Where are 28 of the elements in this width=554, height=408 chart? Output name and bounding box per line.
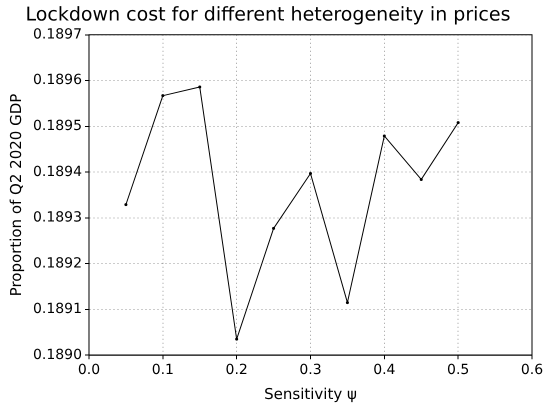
point (382, 134, 386, 138)
point (346, 301, 349, 304)
x-tick-label: 0.3 (299, 362, 322, 378)
x-tick-label: 0.0 (78, 362, 100, 378)
x-tick-label: 0.5 (447, 362, 470, 378)
y-tick-label: 0.1897 (32, 26, 82, 42)
y-tick-label: 0.1890 (32, 346, 82, 363)
point (124, 203, 128, 206)
point (272, 226, 276, 230)
y-tick-label: 0.1894 (32, 164, 82, 180)
x-tick-label: 0.4 (373, 362, 396, 378)
chart-title: Lockdown cost for different heterogeneity in prices (26, 3, 510, 26)
y-axis-title: Proportion of Q2 2020 GDP (6, 94, 25, 296)
point (308, 172, 312, 175)
x-tick-label: 0.1 (152, 362, 174, 378)
point (161, 94, 164, 98)
y-tick-label: 0.1896 (32, 72, 82, 88)
point (420, 178, 423, 181)
point (235, 338, 238, 341)
x-axis-title: Sensitivity ψ (264, 384, 357, 403)
y-tick-label: 0.1895 (32, 118, 82, 134)
x-tick-label: 0.6 (520, 362, 544, 378)
y-tick-label: 0.1891 (32, 301, 82, 318)
y-tick-label: 0.1892 (32, 255, 82, 272)
y-tick-label: 0.1893 (32, 210, 82, 226)
x-tick-label: 0.2 (226, 362, 248, 378)
point (198, 85, 202, 88)
point (456, 121, 460, 124)
